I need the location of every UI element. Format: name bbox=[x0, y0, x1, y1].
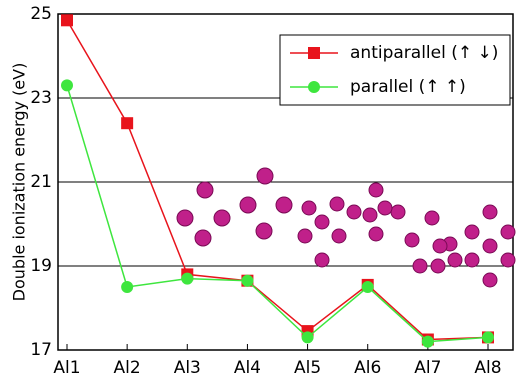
marker bbox=[241, 275, 253, 287]
x-tick-label: Al6 bbox=[354, 358, 381, 378]
y-tick-label: 25 bbox=[30, 4, 52, 24]
x-tick-label: Al4 bbox=[234, 358, 261, 378]
marker bbox=[121, 117, 133, 129]
marker bbox=[61, 14, 73, 26]
y-axis-label: Double ionization energy (eV) bbox=[10, 63, 29, 302]
cluster-illustrations bbox=[177, 168, 515, 287]
marker bbox=[181, 273, 193, 285]
marker bbox=[61, 79, 73, 91]
legend-label: antiparallel (↑ ↓) bbox=[350, 43, 498, 63]
marker bbox=[362, 281, 374, 293]
legend-marker bbox=[308, 47, 320, 59]
y-tick-label: 23 bbox=[30, 88, 52, 108]
marker bbox=[482, 331, 494, 343]
marker bbox=[121, 281, 133, 293]
y-tick-label: 21 bbox=[30, 172, 52, 192]
legend-marker bbox=[308, 81, 320, 93]
x-tick-label: Al1 bbox=[53, 358, 80, 378]
x-tick-label: Al3 bbox=[174, 358, 201, 378]
y-tick-label: 17 bbox=[30, 340, 52, 360]
chart: Double ionization energy (eV) 17 19 21 23 25… bbox=[0, 0, 521, 382]
x-tick-label: Al2 bbox=[114, 358, 141, 378]
x-tick-label: Al8 bbox=[474, 358, 501, 378]
x-tick-label: Al5 bbox=[294, 358, 321, 378]
marker bbox=[302, 331, 314, 343]
legend-label: parallel (↑ ↑) bbox=[350, 77, 466, 97]
marker bbox=[422, 336, 434, 348]
x-tick-label: Al7 bbox=[414, 358, 441, 378]
y-tick-label: 19 bbox=[30, 256, 52, 276]
